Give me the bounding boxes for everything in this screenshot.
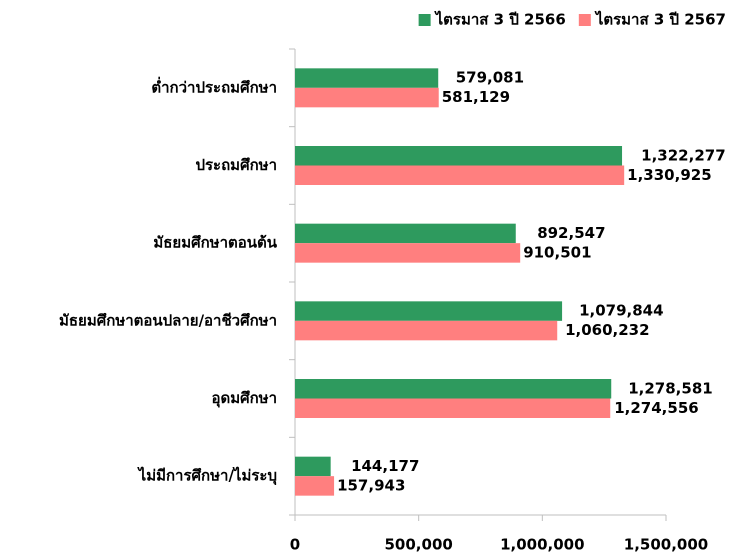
y-tick-label: มัธยมศึกษาตอนปลาย/อาชีวศึกษา [59, 311, 277, 329]
bar [295, 456, 331, 477]
y-tick-label: มัธยมศึกษาตอนต้น [153, 234, 277, 252]
legend-label: ไตรมาส 3 ปี 2567 [594, 10, 726, 29]
bar [295, 223, 516, 244]
legend-swatch [418, 14, 431, 26]
bar [295, 68, 439, 88]
value-label: 1,274,556 [614, 399, 698, 417]
value-label: 1,322,277 [641, 146, 725, 164]
y-tick-label: ไม่มีการศึกษา/ไม่ระบุ [137, 466, 277, 486]
x-tick-label: 1,500,000 [624, 536, 708, 554]
value-label: 1,330,925 [627, 166, 711, 184]
x-tick-label: 1,000,000 [500, 536, 584, 554]
bar [295, 379, 612, 399]
bar [295, 87, 439, 108]
bar [295, 165, 625, 185]
bar [295, 398, 611, 418]
x-tick-label: 0 [290, 536, 300, 554]
bar [295, 476, 335, 496]
bar [295, 146, 623, 166]
bar [295, 243, 521, 263]
bar [295, 301, 563, 321]
x-tick-label: 500,000 [385, 536, 453, 554]
value-label: 1,278,581 [628, 379, 712, 397]
value-label: 1,060,232 [565, 321, 649, 339]
y-tick-label: อุดมศึกษา [211, 389, 277, 408]
bar [295, 320, 558, 341]
value-label: 157,943 [337, 476, 405, 494]
value-label: 144,177 [351, 457, 419, 475]
value-label: 910,501 [523, 243, 591, 261]
legend-swatch [578, 14, 591, 26]
value-label: 581,129 [442, 88, 510, 106]
y-tick-label: ต่ำกว่าประถมศึกษา [151, 76, 277, 96]
legend-label: ไตรมาส 3 ปี 2566 [434, 10, 566, 29]
value-label: 579,081 [456, 69, 524, 87]
y-tick-label: ประถมศึกษา [195, 156, 277, 174]
value-label: 1,079,844 [579, 302, 663, 320]
value-label: 892,547 [537, 224, 605, 242]
